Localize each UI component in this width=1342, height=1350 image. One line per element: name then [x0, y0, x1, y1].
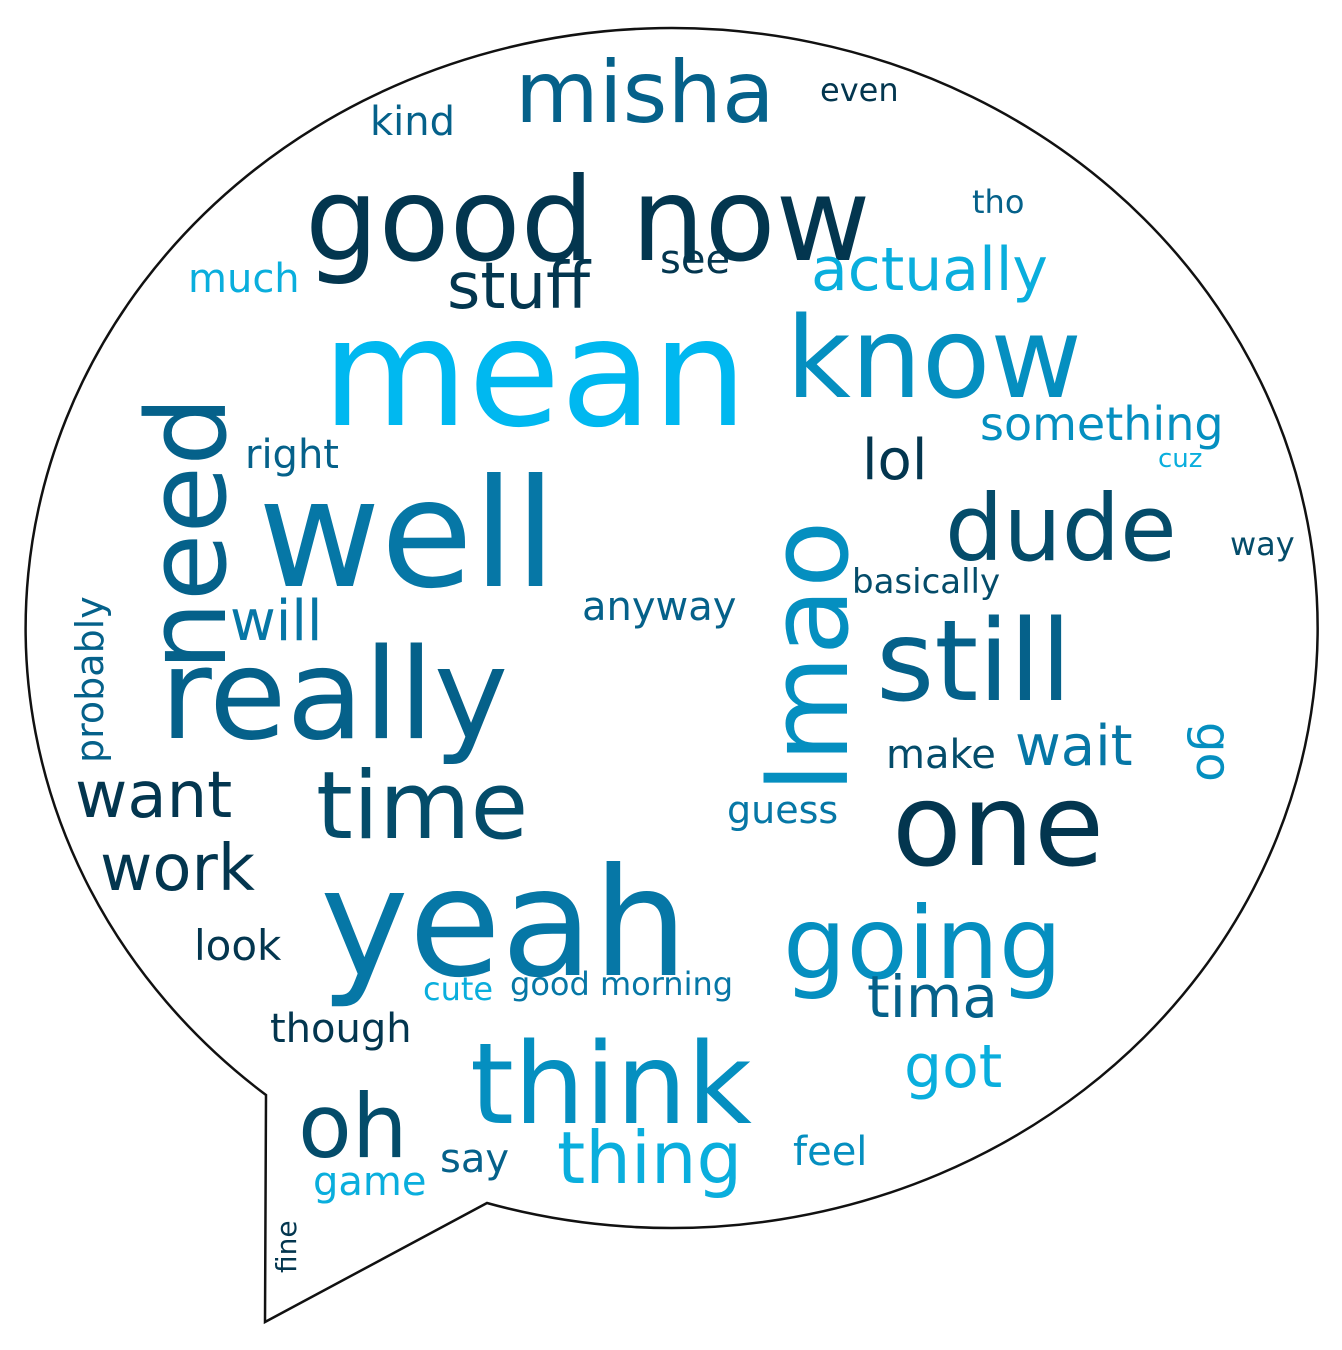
word-stuff: stuff — [447, 250, 592, 324]
word-guess: guess — [727, 788, 838, 832]
word-will: will — [230, 589, 322, 654]
word-probably: probably — [68, 596, 112, 763]
word-kind: kind — [370, 99, 455, 145]
word-know: know — [786, 294, 1082, 424]
word-way: way — [1230, 525, 1295, 563]
word-well: well — [258, 448, 556, 622]
word-really: really — [160, 621, 508, 768]
word-feel: feel — [793, 1129, 867, 1175]
word-still: still — [876, 597, 1072, 727]
word-lol: lol — [862, 428, 927, 493]
word-mean: mean — [322, 287, 747, 461]
word-going: going — [783, 885, 1062, 1002]
word-one: one — [892, 759, 1104, 892]
word-think: think — [470, 1020, 752, 1150]
word-something: something — [980, 397, 1224, 451]
word-oh: oh — [298, 1075, 408, 1178]
word-game: game — [313, 1159, 426, 1205]
word-anyway: anyway — [582, 584, 736, 630]
word-much: much — [188, 256, 300, 302]
word-cuz: cuz — [1158, 444, 1202, 474]
word-misha: misha — [515, 43, 775, 143]
word-say: say — [440, 1136, 509, 1182]
word-even: even — [820, 71, 899, 109]
word-see: see — [660, 237, 730, 283]
speech-bubble — [24, 26, 1319, 1325]
word-right: right — [245, 432, 339, 478]
word-fine: fine — [270, 1220, 303, 1273]
word-got: got — [904, 1032, 1002, 1102]
word-good-now: good now — [305, 153, 870, 288]
word-lmao: lmao — [745, 521, 873, 793]
word-want: want — [75, 759, 232, 833]
word-look: look — [194, 921, 282, 970]
word-time: time — [316, 752, 528, 861]
word-work: work — [100, 832, 255, 906]
word-though: though — [270, 1006, 412, 1052]
word-cute: cute — [423, 970, 493, 1008]
word-yeah: yeah — [320, 837, 688, 1011]
word-need: need — [123, 396, 251, 671]
word-wait: wait — [1015, 714, 1133, 779]
word-actually: actually — [811, 235, 1048, 305]
word-make: make — [886, 732, 996, 778]
word-good-morning: good morning — [510, 965, 733, 1003]
word-go: go — [1185, 722, 1241, 782]
word-tima: tima — [867, 963, 998, 1031]
word-basically: basically — [852, 562, 1000, 602]
word-dude: dude — [945, 475, 1177, 582]
word-tho: tho — [972, 183, 1024, 221]
word-thing: thing — [557, 1116, 742, 1200]
